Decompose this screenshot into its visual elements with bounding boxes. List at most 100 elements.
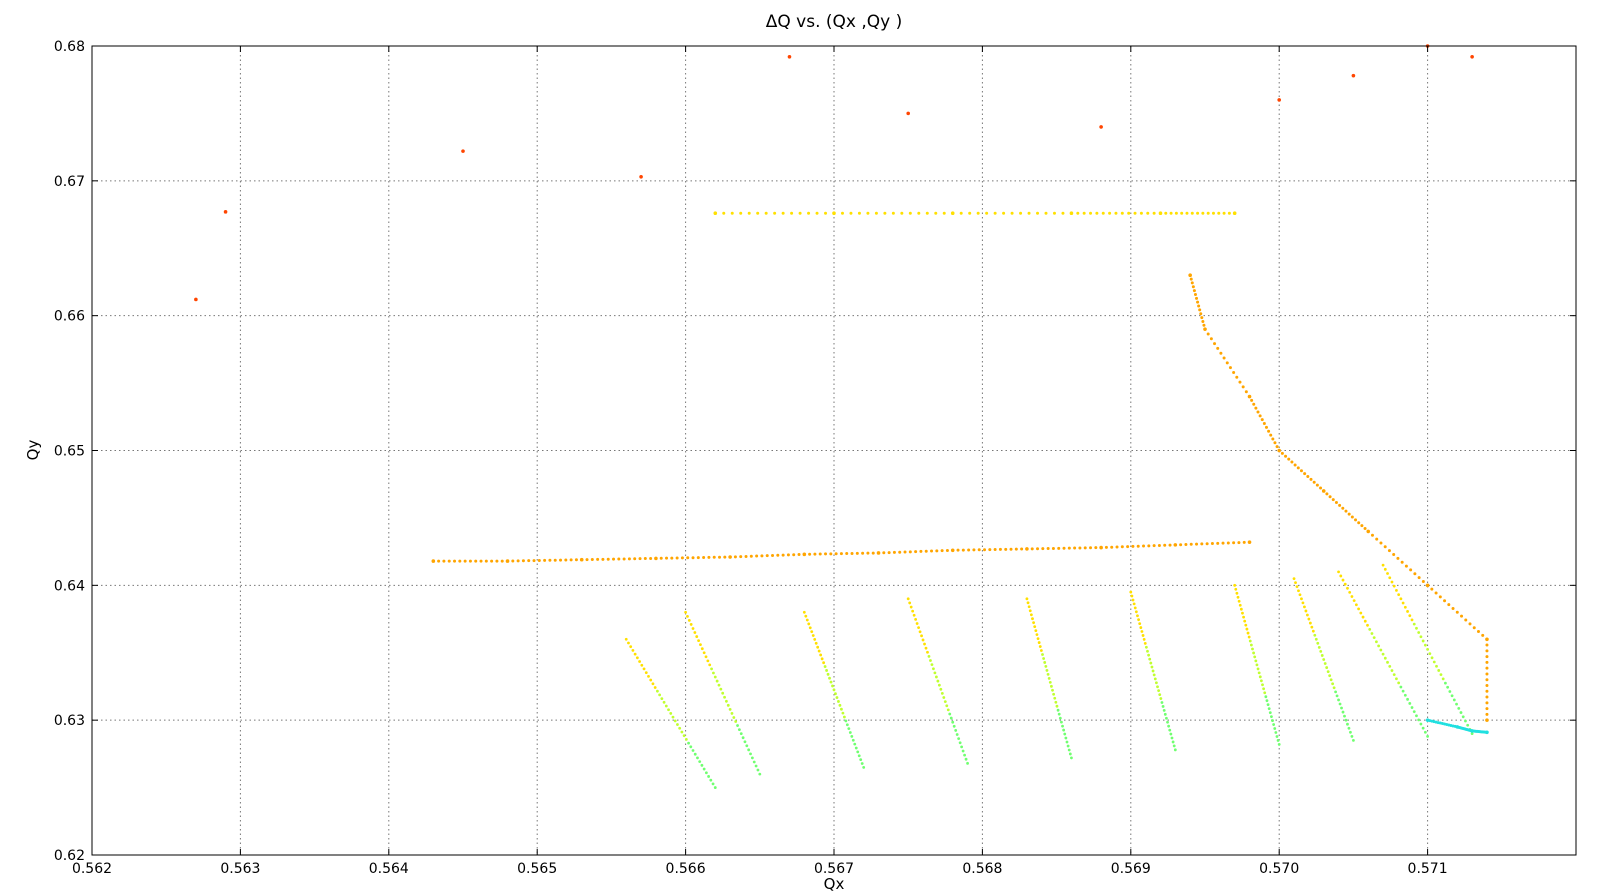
data-point: [1069, 211, 1074, 215]
data-point: [1401, 689, 1405, 693]
data-point: [1370, 533, 1374, 537]
data-point: [1213, 342, 1217, 346]
data-point: [837, 700, 840, 703]
data-point: [680, 556, 684, 560]
data-point: [1052, 692, 1056, 696]
data-point: [1131, 544, 1135, 548]
data-point: [1409, 568, 1413, 572]
data-point: [1180, 211, 1184, 215]
data-point: [1163, 543, 1167, 547]
data-point: [1485, 643, 1489, 647]
data-point: [1354, 518, 1358, 522]
data-point: [1152, 211, 1156, 215]
data-point: [1386, 660, 1389, 664]
data-point: [1277, 743, 1281, 746]
data-point: [1363, 527, 1367, 531]
data-point: [1361, 615, 1365, 619]
data-point: [848, 731, 852, 734]
data-point: [942, 696, 946, 699]
data-point: [1485, 718, 1489, 722]
data-point: [1335, 694, 1339, 698]
data-point: [1201, 211, 1205, 215]
data-point: [930, 663, 934, 667]
data-point: [673, 719, 677, 723]
data-point: [686, 614, 689, 618]
data-point: [930, 549, 934, 553]
data-point: [914, 550, 918, 554]
data-point: [951, 720, 955, 724]
data-point: [1408, 702, 1412, 705]
data-point: [1165, 716, 1168, 720]
data-point: [1366, 623, 1369, 627]
data-point: [1295, 585, 1299, 589]
data-point: [1347, 512, 1351, 516]
data-point: [1341, 578, 1345, 582]
data-point: [1197, 304, 1201, 308]
data-point: [1331, 682, 1335, 686]
data-point: [773, 211, 777, 215]
data-point: [1244, 623, 1248, 627]
data-point: [1368, 628, 1372, 631]
data-point: [959, 211, 963, 215]
data-point: [1357, 521, 1361, 525]
data-point: [1320, 654, 1324, 657]
data-point: [1025, 597, 1029, 601]
data-point: [810, 630, 814, 634]
data-point: [1400, 560, 1404, 564]
data-point: [1133, 606, 1137, 610]
data-point: [1205, 542, 1209, 546]
data-point: [960, 745, 964, 749]
data-point: [968, 211, 972, 215]
data-point: [1277, 98, 1281, 102]
data-point: [719, 687, 723, 691]
data-point: [1341, 710, 1345, 714]
data-point: [1470, 54, 1474, 59]
data-point: [1020, 547, 1024, 551]
data-point: [824, 211, 828, 215]
data-point: [1195, 296, 1199, 300]
data-point: [1306, 475, 1310, 479]
data-point: [842, 715, 846, 719]
data-point: [1173, 543, 1178, 547]
data-point: [909, 605, 913, 609]
data-point: [702, 651, 706, 655]
data-point: [1485, 649, 1489, 653]
data-point: [579, 557, 584, 562]
data-point: [1415, 714, 1418, 718]
data-point: [627, 641, 630, 645]
data-point: [680, 730, 684, 734]
data-point: [1316, 641, 1320, 645]
data-point: [1142, 544, 1146, 548]
data-point: [715, 679, 719, 683]
data-point: [1395, 677, 1398, 681]
data-point: [689, 745, 693, 749]
data-point: [1314, 637, 1318, 641]
data-point: [998, 547, 1002, 551]
data-point: [1219, 351, 1223, 355]
data-point: [635, 656, 639, 660]
data-point: [1343, 582, 1347, 586]
data-point: [1038, 645, 1042, 648]
data-point: [860, 762, 864, 765]
data-point: [807, 622, 811, 626]
x-tick-label: 0.571: [1408, 861, 1448, 877]
data-point: [920, 634, 923, 638]
data-point: [1195, 542, 1199, 546]
data-point: [976, 211, 980, 215]
data-point: [601, 557, 605, 561]
data-point: [1035, 633, 1039, 637]
data-point: [1057, 546, 1061, 550]
data-point: [711, 782, 715, 786]
data-point: [876, 551, 881, 555]
data-point: [1305, 613, 1309, 617]
data-point: [723, 695, 726, 699]
data-point: [1265, 699, 1269, 703]
data-point: [1262, 687, 1266, 691]
data-point: [1234, 587, 1238, 591]
data-point: [1485, 701, 1489, 705]
data-point: [1267, 429, 1271, 433]
data-point: [1027, 605, 1031, 609]
data-point: [1460, 614, 1464, 618]
data-point: [1147, 653, 1151, 657]
y-tick-label: 0.66: [54, 309, 85, 325]
